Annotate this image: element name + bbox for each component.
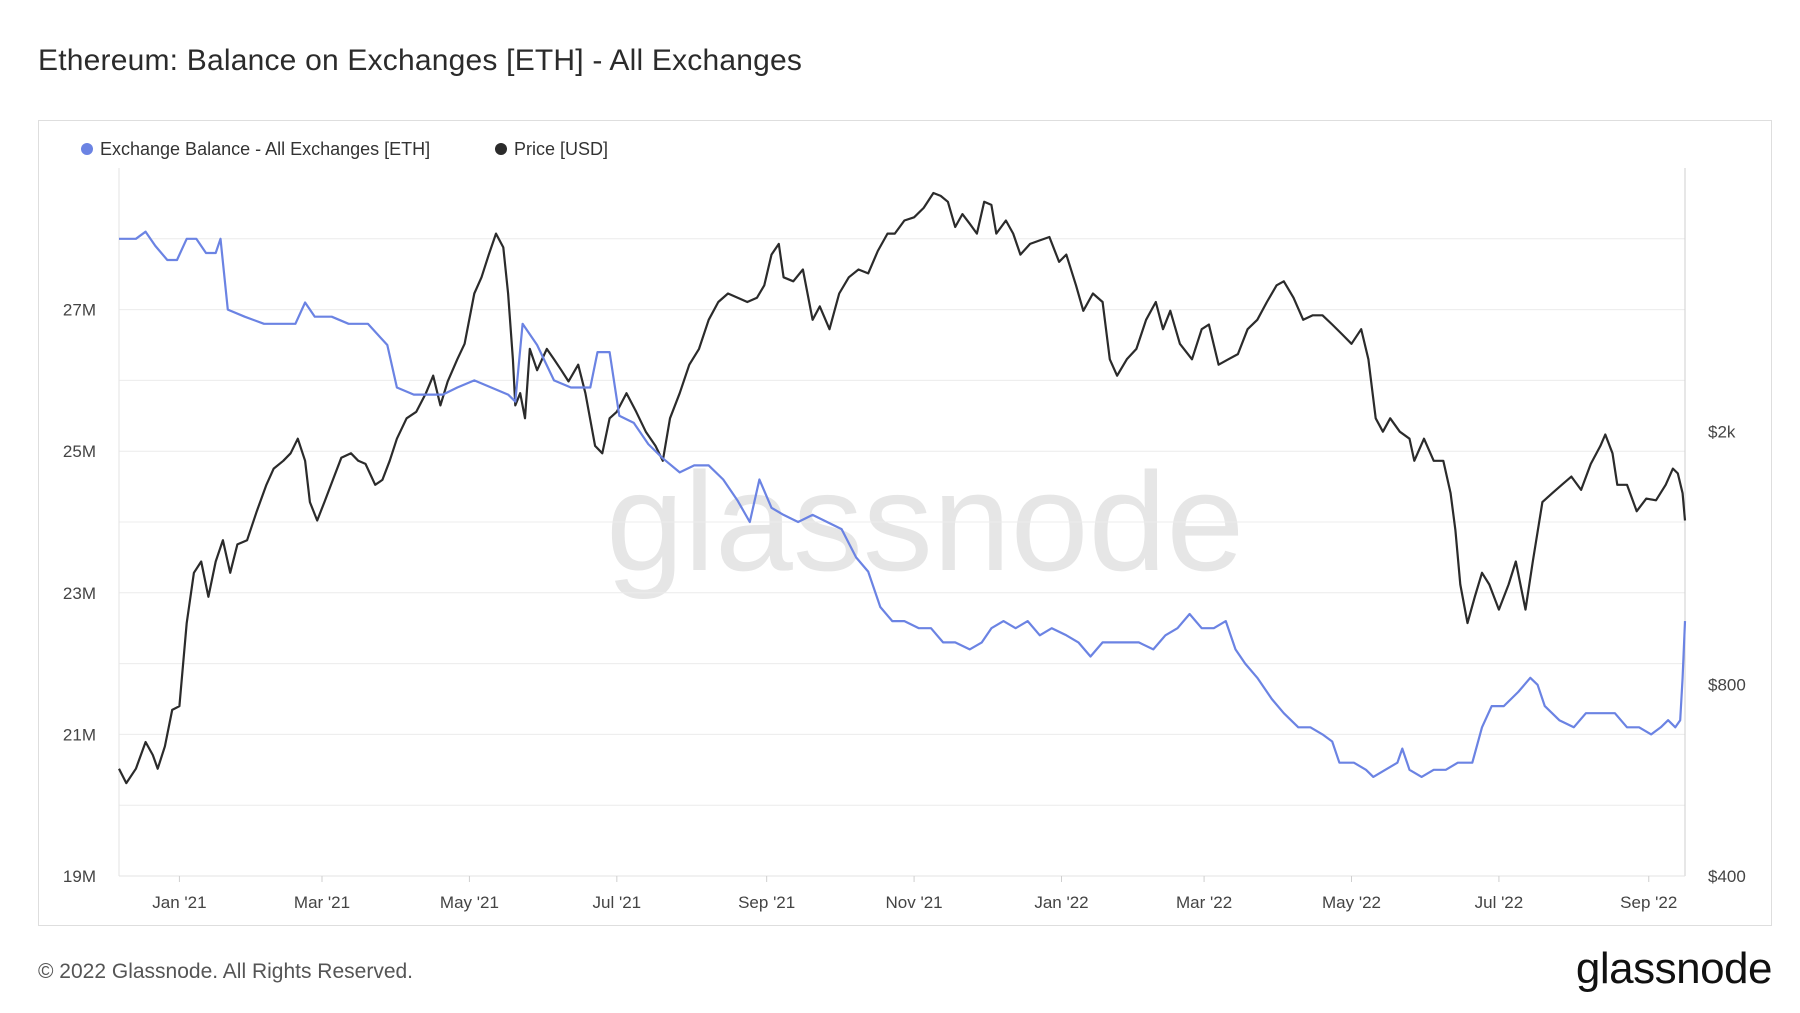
x-tick-label: Jul '22 [1475,893,1524,912]
copyright-text: © 2022 Glassnode. All Rights Reserved. [38,960,414,983]
x-tick-label: May '21 [440,893,499,912]
legend: Exchange Balance - All Exchanges [ETH] P… [81,139,608,159]
legend-item-exchange-balance[interactable]: Exchange Balance - All Exchanges [ETH] [81,139,430,159]
x-tick-label: Sep '21 [738,893,795,912]
legend-label-price: Price [USD] [514,139,608,159]
chart-frame [38,120,1772,926]
legend-item-price[interactable]: Price [USD] [495,139,608,159]
legend-marker-exchange-balance [81,143,93,155]
x-tick-label: Jan '21 [152,893,206,912]
x-tick-label: Mar '22 [1176,893,1232,912]
right-tick-label: $400 [1708,867,1746,886]
right-axis-ticks: $400 $800 $2k [1708,423,1746,886]
gridlines [119,238,1685,806]
x-axis-ticks: Jan '21 Mar '21 May '21 Jul '21 Sep '21 Nov '… [152,876,1677,912]
series-exchange-balance-line [119,230,1687,778]
left-tick-label: 27M [63,301,96,320]
legend-label-exchange-balance: Exchange Balance - All Exchanges [ETH] [100,139,430,159]
left-tick-label: 25M [63,442,96,461]
chart-title: Ethereum: Balance on Exchanges [ETH] - A… [38,44,803,77]
left-tick-label: 19M [63,867,96,886]
legend-marker-price [495,143,507,155]
left-tick-label: 21M [63,725,96,744]
x-tick-label: Nov '21 [886,893,943,912]
right-tick-label: $2k [1708,423,1736,442]
x-tick-label: May '22 [1322,893,1381,912]
x-tick-label: Jul '21 [593,893,642,912]
x-tick-label: Sep '22 [1620,893,1677,912]
left-axis-ticks: 19M 21M 23M 25M 27M [63,301,96,886]
glassnode-logo: glassnode [1575,944,1773,993]
right-tick-label: $800 [1708,676,1746,695]
x-tick-label: Mar '21 [294,893,350,912]
series-price-line [118,191,1687,785]
left-tick-label: 23M [63,584,96,603]
x-tick-label: Jan '22 [1034,893,1088,912]
